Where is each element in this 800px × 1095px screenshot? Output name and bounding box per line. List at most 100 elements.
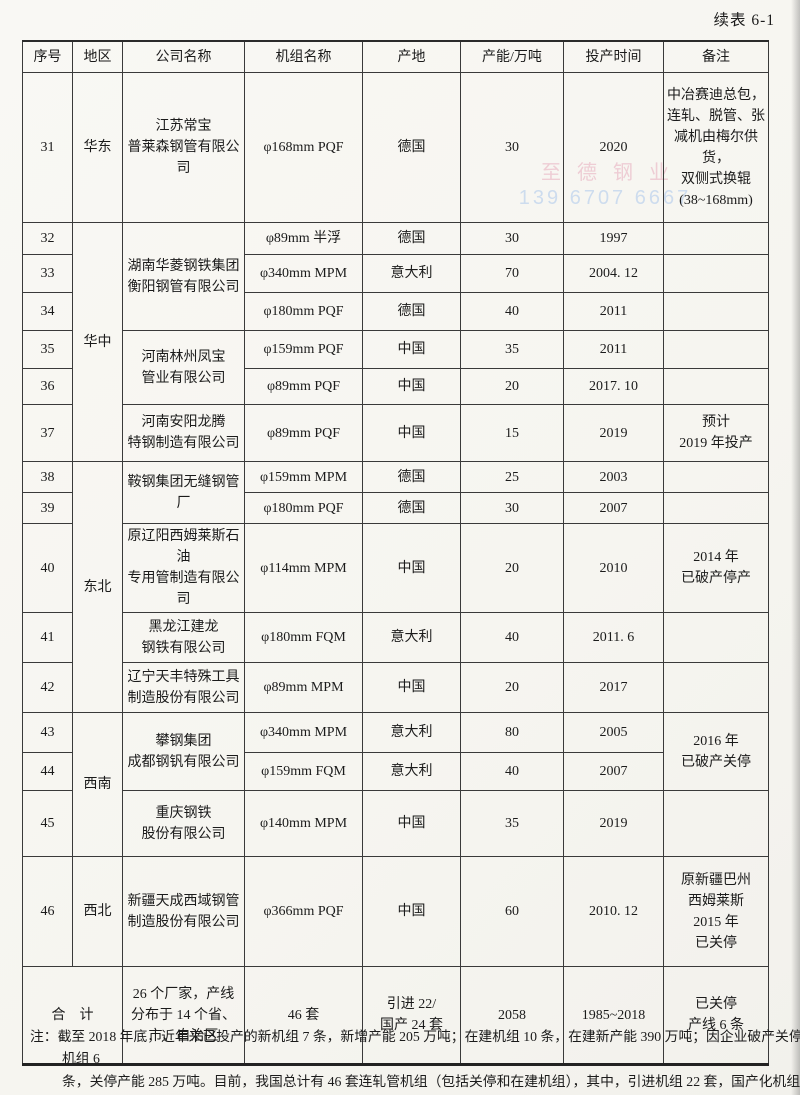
header-region: 地区 xyxy=(72,40,123,73)
cell-remark-empty xyxy=(663,330,769,369)
cell-unit: φ89mm PQF xyxy=(244,404,363,462)
cell-origin: 意大利 xyxy=(362,752,461,791)
cell-company: 湖南华菱钢铁集团 衡阳钢管有限公司 xyxy=(122,222,245,331)
cell-serial: 40 xyxy=(22,523,73,613)
cell-origin: 德国 xyxy=(362,461,461,493)
cell-capacity: 15 xyxy=(460,404,564,462)
cell-remark-empty xyxy=(663,222,769,255)
row-37: 37 河南安阳龙腾 特钢制造有限公司 φ89mm PQF 中国 15 2019 … xyxy=(22,404,769,462)
cell-capacity: 20 xyxy=(460,523,564,613)
cell-start-date: 2019 xyxy=(563,790,664,857)
cell-remark: 预计 2019 年投产 xyxy=(663,404,769,462)
cell-serial: 37 xyxy=(22,404,73,462)
cell-serial: 39 xyxy=(22,492,73,524)
row-44: 44 φ159mm FQM 意大利 40 2007 xyxy=(22,752,769,791)
cell-origin: 中国 xyxy=(362,368,461,405)
row-40: 40 原辽阳西姆莱斯石油 专用管制造有限公司 φ114mm MPM 中国 20 … xyxy=(22,523,769,613)
cell-start-date: 2010 xyxy=(563,523,664,613)
cell-serial: 36 xyxy=(22,368,73,405)
cell-origin: 中国 xyxy=(362,790,461,857)
header-company: 公司名称 xyxy=(122,40,245,73)
header-serial: 序号 xyxy=(22,40,73,73)
cell-total-capacity: 2058 xyxy=(460,966,564,1065)
header-row: 序号 地区 公司名称 机组名称 产地 产能/万吨 投产时间 备注 xyxy=(22,40,769,73)
cell-serial: 42 xyxy=(22,662,73,713)
header-capacity: 产能/万吨 xyxy=(460,40,564,73)
cell-start-date: 2020 xyxy=(563,72,664,223)
row-43: 43 西南 攀钢集团 成都钢钒有限公司 φ340mm MPM 意大利 80 20… xyxy=(22,712,769,857)
cell-company: 原辽阳西姆莱斯石油 专用管制造有限公司 xyxy=(122,523,245,613)
table-continuation-label: 续表 6-1 xyxy=(713,12,775,29)
cell-start-date: 2007 xyxy=(563,752,664,791)
cell-serial: 35 xyxy=(22,330,73,369)
cell-remark: 中冶赛迪总包， 连轧、脱管、张 减机由梅尔供货， 双侧式换辊 (38~168mm… xyxy=(663,72,769,223)
cell-start-date: 2004. 12 xyxy=(563,254,664,293)
cell-remark-empty xyxy=(663,292,769,331)
cell-origin: 意大利 xyxy=(362,712,461,753)
cell-company: 河南安阳龙腾 特钢制造有限公司 xyxy=(122,404,245,462)
cell-origin: 意大利 xyxy=(362,254,461,293)
cell-company: 江苏常宝 普莱森钢管有限公司 xyxy=(122,72,245,223)
cell-total-start-date: 1985~2018 xyxy=(563,966,664,1065)
cell-company: 新疆天成西域钢管 制造股份有限公司 xyxy=(122,856,245,967)
cell-remark-empty xyxy=(663,368,769,405)
cell-total-origin: 引进 22/ 国产 24 套 xyxy=(362,966,461,1065)
row-39: 39 φ180mm PQF 德国 30 2007 xyxy=(22,492,769,524)
cell-origin: 德国 xyxy=(362,492,461,524)
cell-unit: φ114mm MPM xyxy=(244,523,363,613)
cell-serial: 32 xyxy=(22,222,73,255)
cell-start-date: 2011. 6 xyxy=(563,612,664,663)
cell-remark-empty xyxy=(663,254,769,293)
cell-region-huazhong: 华中 xyxy=(72,222,123,462)
row-46: 46 西北 新疆天成西域钢管 制造股份有限公司 φ366mm PQF 中国 60… xyxy=(22,856,769,967)
cell-unit: φ89mm PQF xyxy=(244,368,363,405)
cell-start-date: 2011 xyxy=(563,330,664,369)
row-38: 38 东北 鞍钢集团无缝钢管厂 φ159mm MPM 德国 25 2003 xyxy=(22,461,769,713)
cell-remark-empty xyxy=(663,790,769,857)
cell-remark-empty xyxy=(663,461,769,493)
cell-serial: 45 xyxy=(22,790,73,857)
cell-capacity: 40 xyxy=(460,292,564,331)
cell-origin: 德国 xyxy=(362,292,461,331)
cell-unit: φ159mm PQF xyxy=(244,330,363,369)
cell-capacity: 40 xyxy=(460,612,564,663)
table-footnote: 注：截至 2018 年底，近年来已投产的新机组 7 条，新增产能 205 万吨；… xyxy=(30,1029,800,1089)
cell-start-date: 2007 xyxy=(563,492,664,524)
row-31: 31 华东 江苏常宝 普莱森钢管有限公司 φ168mm PQF 德国 30 20… xyxy=(22,72,769,223)
cell-company: 河南林州凤宝 管业有限公司 xyxy=(122,330,245,405)
cell-capacity: 30 xyxy=(460,72,564,223)
cell-serial: 31 xyxy=(22,72,73,223)
cell-unit: φ180mm FQM xyxy=(244,612,363,663)
cell-start-date: 1997 xyxy=(563,222,664,255)
cell-start-date: 2010. 12 xyxy=(563,856,664,967)
cell-unit: φ340mm MPM xyxy=(244,254,363,293)
cell-remark-empty xyxy=(663,612,769,663)
cell-capacity: 30 xyxy=(460,222,564,255)
cell-start-date: 2017. 10 xyxy=(563,368,664,405)
cell-remark: 2016 年 已破产关停 xyxy=(663,712,769,791)
cell-company: 辽宁天丰特殊工具 制造股份有限公司 xyxy=(122,662,245,713)
row-33: 33 φ340mm MPM 意大利 70 2004. 12 xyxy=(22,254,769,293)
cell-unit: φ168mm PQF xyxy=(244,72,363,223)
cell-serial: 43 xyxy=(22,712,73,753)
cell-start-date: 2003 xyxy=(563,461,664,493)
cell-unit: φ159mm FQM xyxy=(244,752,363,791)
cell-unit: φ180mm PQF xyxy=(244,492,363,524)
cell-serial: 46 xyxy=(22,856,73,967)
cell-company: 重庆钢铁 股份有限公司 xyxy=(122,790,245,857)
cell-capacity: 40 xyxy=(460,752,564,791)
cell-serial: 38 xyxy=(22,461,73,493)
cell-origin: 意大利 xyxy=(362,612,461,663)
pipe-mill-units-table: 序号 地区 公司名称 机组名称 产地 产能/万吨 投产时间 备注 31 华东 江… xyxy=(22,40,769,1066)
cell-start-date: 2011 xyxy=(563,292,664,331)
cell-capacity: 35 xyxy=(460,790,564,857)
cell-capacity: 80 xyxy=(460,712,564,753)
cell-region-xibei: 西北 xyxy=(72,856,123,967)
header-unit: 机组名称 xyxy=(244,40,363,73)
cell-unit: φ366mm PQF xyxy=(244,856,363,967)
cell-origin: 德国 xyxy=(362,222,461,255)
cell-total-company: 26 个厂家，产线 分布于 14 个省、 市、自治区 xyxy=(122,966,245,1065)
header-start-date: 投产时间 xyxy=(563,40,664,73)
cell-remark: 原新疆巴州 西姆莱斯 2015 年 已关停 xyxy=(663,856,769,967)
